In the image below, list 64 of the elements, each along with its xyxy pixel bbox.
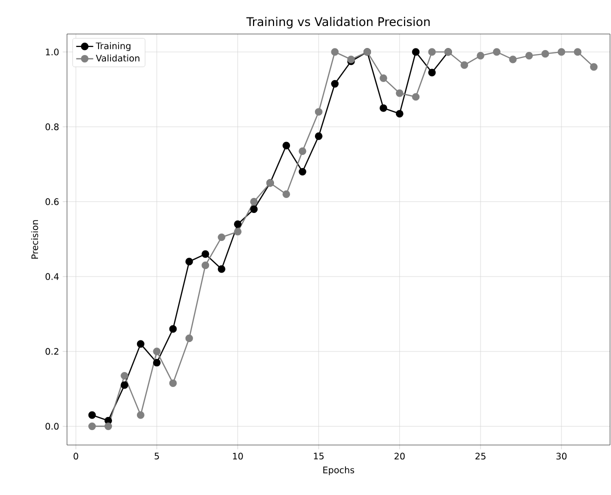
point — [136, 340, 144, 348]
point — [153, 348, 161, 356]
point — [234, 220, 242, 228]
point — [412, 48, 420, 56]
point — [476, 52, 484, 60]
x-tick-label: 15 — [314, 452, 324, 460]
point — [202, 250, 210, 258]
point — [590, 63, 598, 71]
point — [218, 233, 226, 242]
point — [525, 52, 533, 60]
y-tick-label: 0.8 — [46, 123, 59, 130]
x-tick-label: 20 — [394, 452, 405, 460]
point — [428, 68, 436, 76]
point — [88, 422, 96, 430]
x-axis-title: Epochs — [323, 466, 354, 476]
x-tick-label: 0 — [74, 452, 78, 460]
point — [169, 379, 177, 388]
point — [298, 168, 306, 176]
point — [331, 48, 339, 56]
point — [88, 411, 96, 419]
point — [428, 48, 436, 56]
point — [120, 381, 128, 389]
point — [185, 258, 193, 266]
legend-label: Validation — [96, 54, 140, 62]
point — [541, 50, 550, 58]
y-axis-title: Precision — [31, 220, 38, 259]
point — [282, 190, 290, 198]
point — [509, 56, 517, 64]
x-tick-label: 30 — [556, 452, 567, 460]
point — [331, 80, 339, 88]
point — [314, 108, 322, 116]
point — [120, 372, 128, 380]
point — [218, 265, 226, 273]
y-tick-label: 0.6 — [46, 198, 59, 206]
point — [202, 262, 210, 270]
y-tick-label: 0.4 — [46, 273, 59, 280]
point — [136, 411, 144, 419]
point — [104, 422, 112, 430]
point — [153, 358, 161, 366]
point — [185, 334, 193, 342]
y-tick-label: 0.2 — [46, 348, 58, 355]
point — [250, 205, 258, 213]
point — [492, 48, 500, 56]
x-tick-label: 10 — [233, 452, 243, 460]
y-tick-label: 1.0 — [46, 48, 59, 56]
point — [574, 48, 582, 56]
point — [298, 147, 306, 155]
x-tick-label: 25 — [475, 452, 486, 460]
point — [380, 104, 388, 112]
point — [380, 74, 388, 82]
legend-label: Training — [96, 42, 130, 51]
x-tick-label: 5 — [154, 452, 159, 460]
point — [396, 110, 404, 118]
point — [558, 48, 566, 56]
point — [282, 142, 290, 150]
point — [250, 198, 258, 206]
chart-title: Training vs Validation Precision — [246, 16, 430, 28]
point — [460, 61, 468, 69]
point — [169, 325, 177, 333]
point — [234, 228, 242, 236]
y-tick-label: 0.0 — [46, 422, 59, 430]
point — [314, 132, 322, 140]
point — [396, 89, 404, 97]
point — [412, 93, 420, 101]
